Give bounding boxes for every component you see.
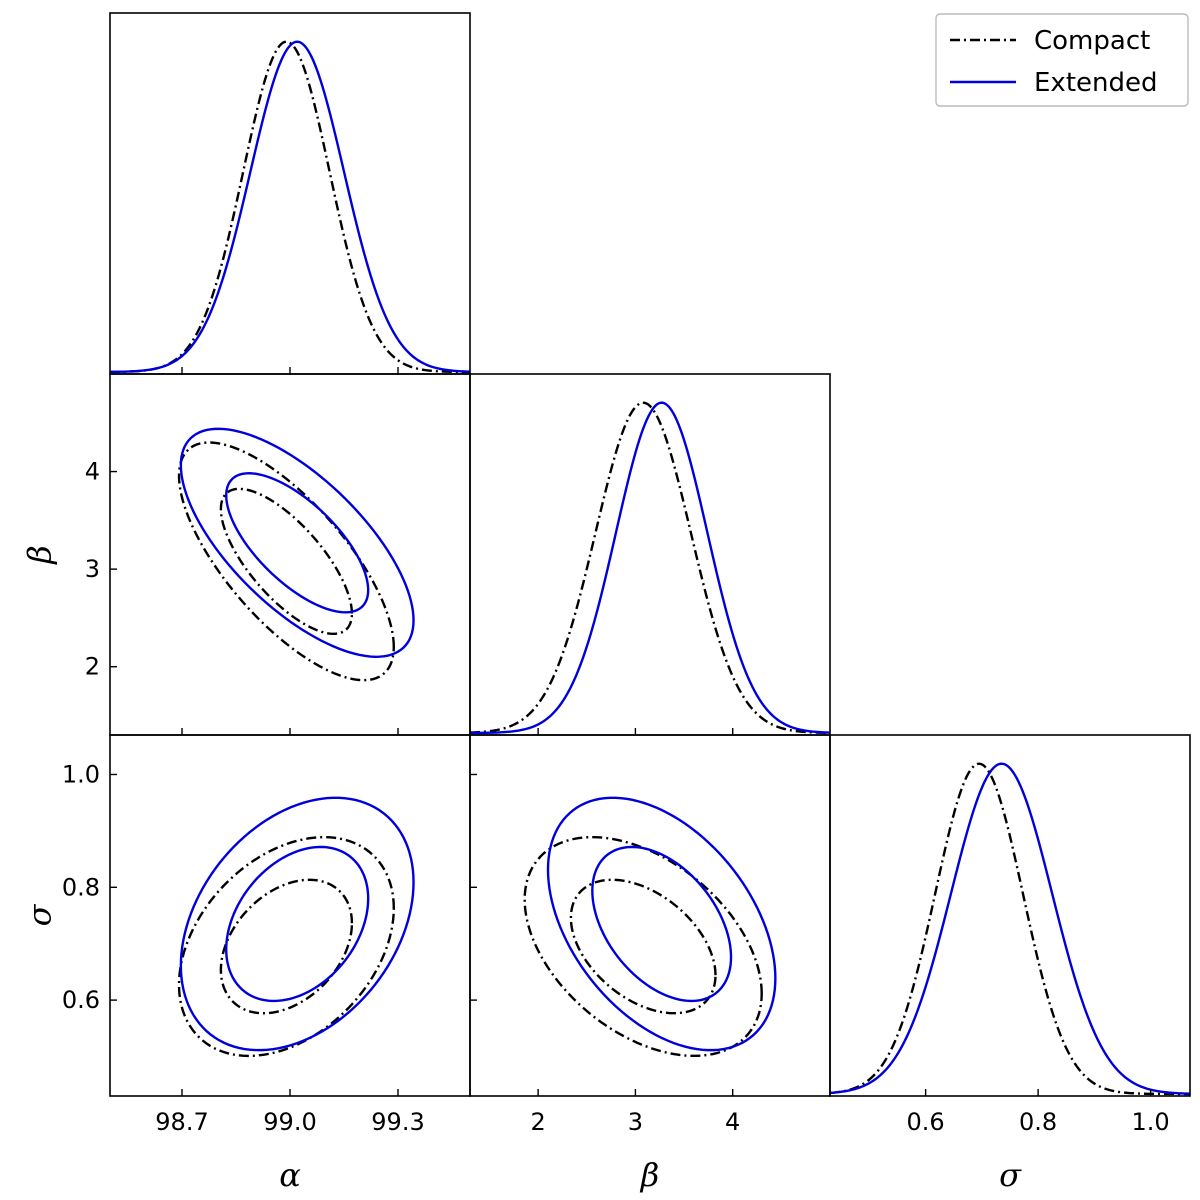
panel-alpha [109,12,471,375]
x-tick-label: 2 [530,1108,545,1136]
panel-frame [469,734,831,1097]
panel-alpha-beta: 2 3 4 [85,373,471,736]
density-curve-extended [830,762,1190,1095]
y-axis-label-sigma: σ [21,903,59,926]
plot-area [177,796,415,1058]
plot-area [110,40,470,374]
plot-area [470,401,830,735]
contour-compact-68pct [569,878,717,1015]
contour-extended-95pct [179,796,415,1052]
contour-extended-68pct [225,472,370,614]
panels-layer: 2 3 4 98.7 99.0 99.3 0.6 0.8 1.0 2 3 4 0.6 0.8 1.0 α β σ β… [21,12,1191,1194]
x-tick-label: 3 [628,1108,643,1136]
panel-frame [469,373,831,736]
legend-label-compact: Compact [1034,26,1150,56]
panel-frame [109,734,471,1097]
density-curve-extended [110,40,470,374]
plot-area [523,796,777,1058]
x-axis-label-alpha: α [279,1156,301,1194]
panel-sigma: 0.6 0.8 1.0 [829,734,1191,1136]
contour-extended-95pct [179,427,415,658]
contour-compact-68pct [219,487,354,636]
contour-extended-95pct [546,796,777,1052]
panel-beta-sigma: 2 3 4 [469,734,831,1136]
y-tick-label: 2 [85,653,100,681]
x-tick-label: 99.3 [371,1108,424,1136]
density-curve-compact [110,40,470,374]
panel-frame [109,373,471,736]
y-axis-label-beta: β [21,545,59,565]
panel-frame [829,734,1191,1097]
contour-compact-95pct [177,441,395,682]
panel-beta [469,373,831,736]
legend: Compact Extended [935,13,1189,107]
contour-extended-68pct [225,845,370,1003]
y-tick-label: 0.6 [62,986,100,1014]
contour-compact-68pct [219,878,354,1015]
x-tick-label: 98.7 [155,1108,208,1136]
x-axis-label-beta: β [640,1156,660,1194]
y-tick-label: 0.8 [62,873,100,901]
x-tick-label: 4 [725,1108,740,1136]
plot-area [830,762,1190,1096]
x-tick-label: 1.0 [1132,1108,1170,1136]
y-tick-label: 1.0 [62,760,100,788]
y-tick-label: 4 [85,458,100,486]
x-tick-label: 0.8 [1019,1108,1057,1136]
panel-frame [109,12,471,375]
contour-compact-95pct [523,835,763,1058]
density-curve-compact [830,762,1190,1096]
legend-label-extended: Extended [1034,68,1158,98]
density-curve-extended [470,401,830,735]
density-curve-compact [470,401,830,735]
panel-alpha-sigma: 98.7 99.0 99.3 0.6 0.8 1.0 [62,734,471,1136]
plot-area [177,427,415,682]
x-tick-label: 99.0 [263,1108,316,1136]
contour-compact-95pct [177,835,395,1058]
x-axis-label-sigma: σ [999,1156,1022,1194]
contour-extended-68pct [591,845,733,1003]
y-tick-label: 3 [85,555,100,583]
x-tick-label: 0.6 [907,1108,945,1136]
